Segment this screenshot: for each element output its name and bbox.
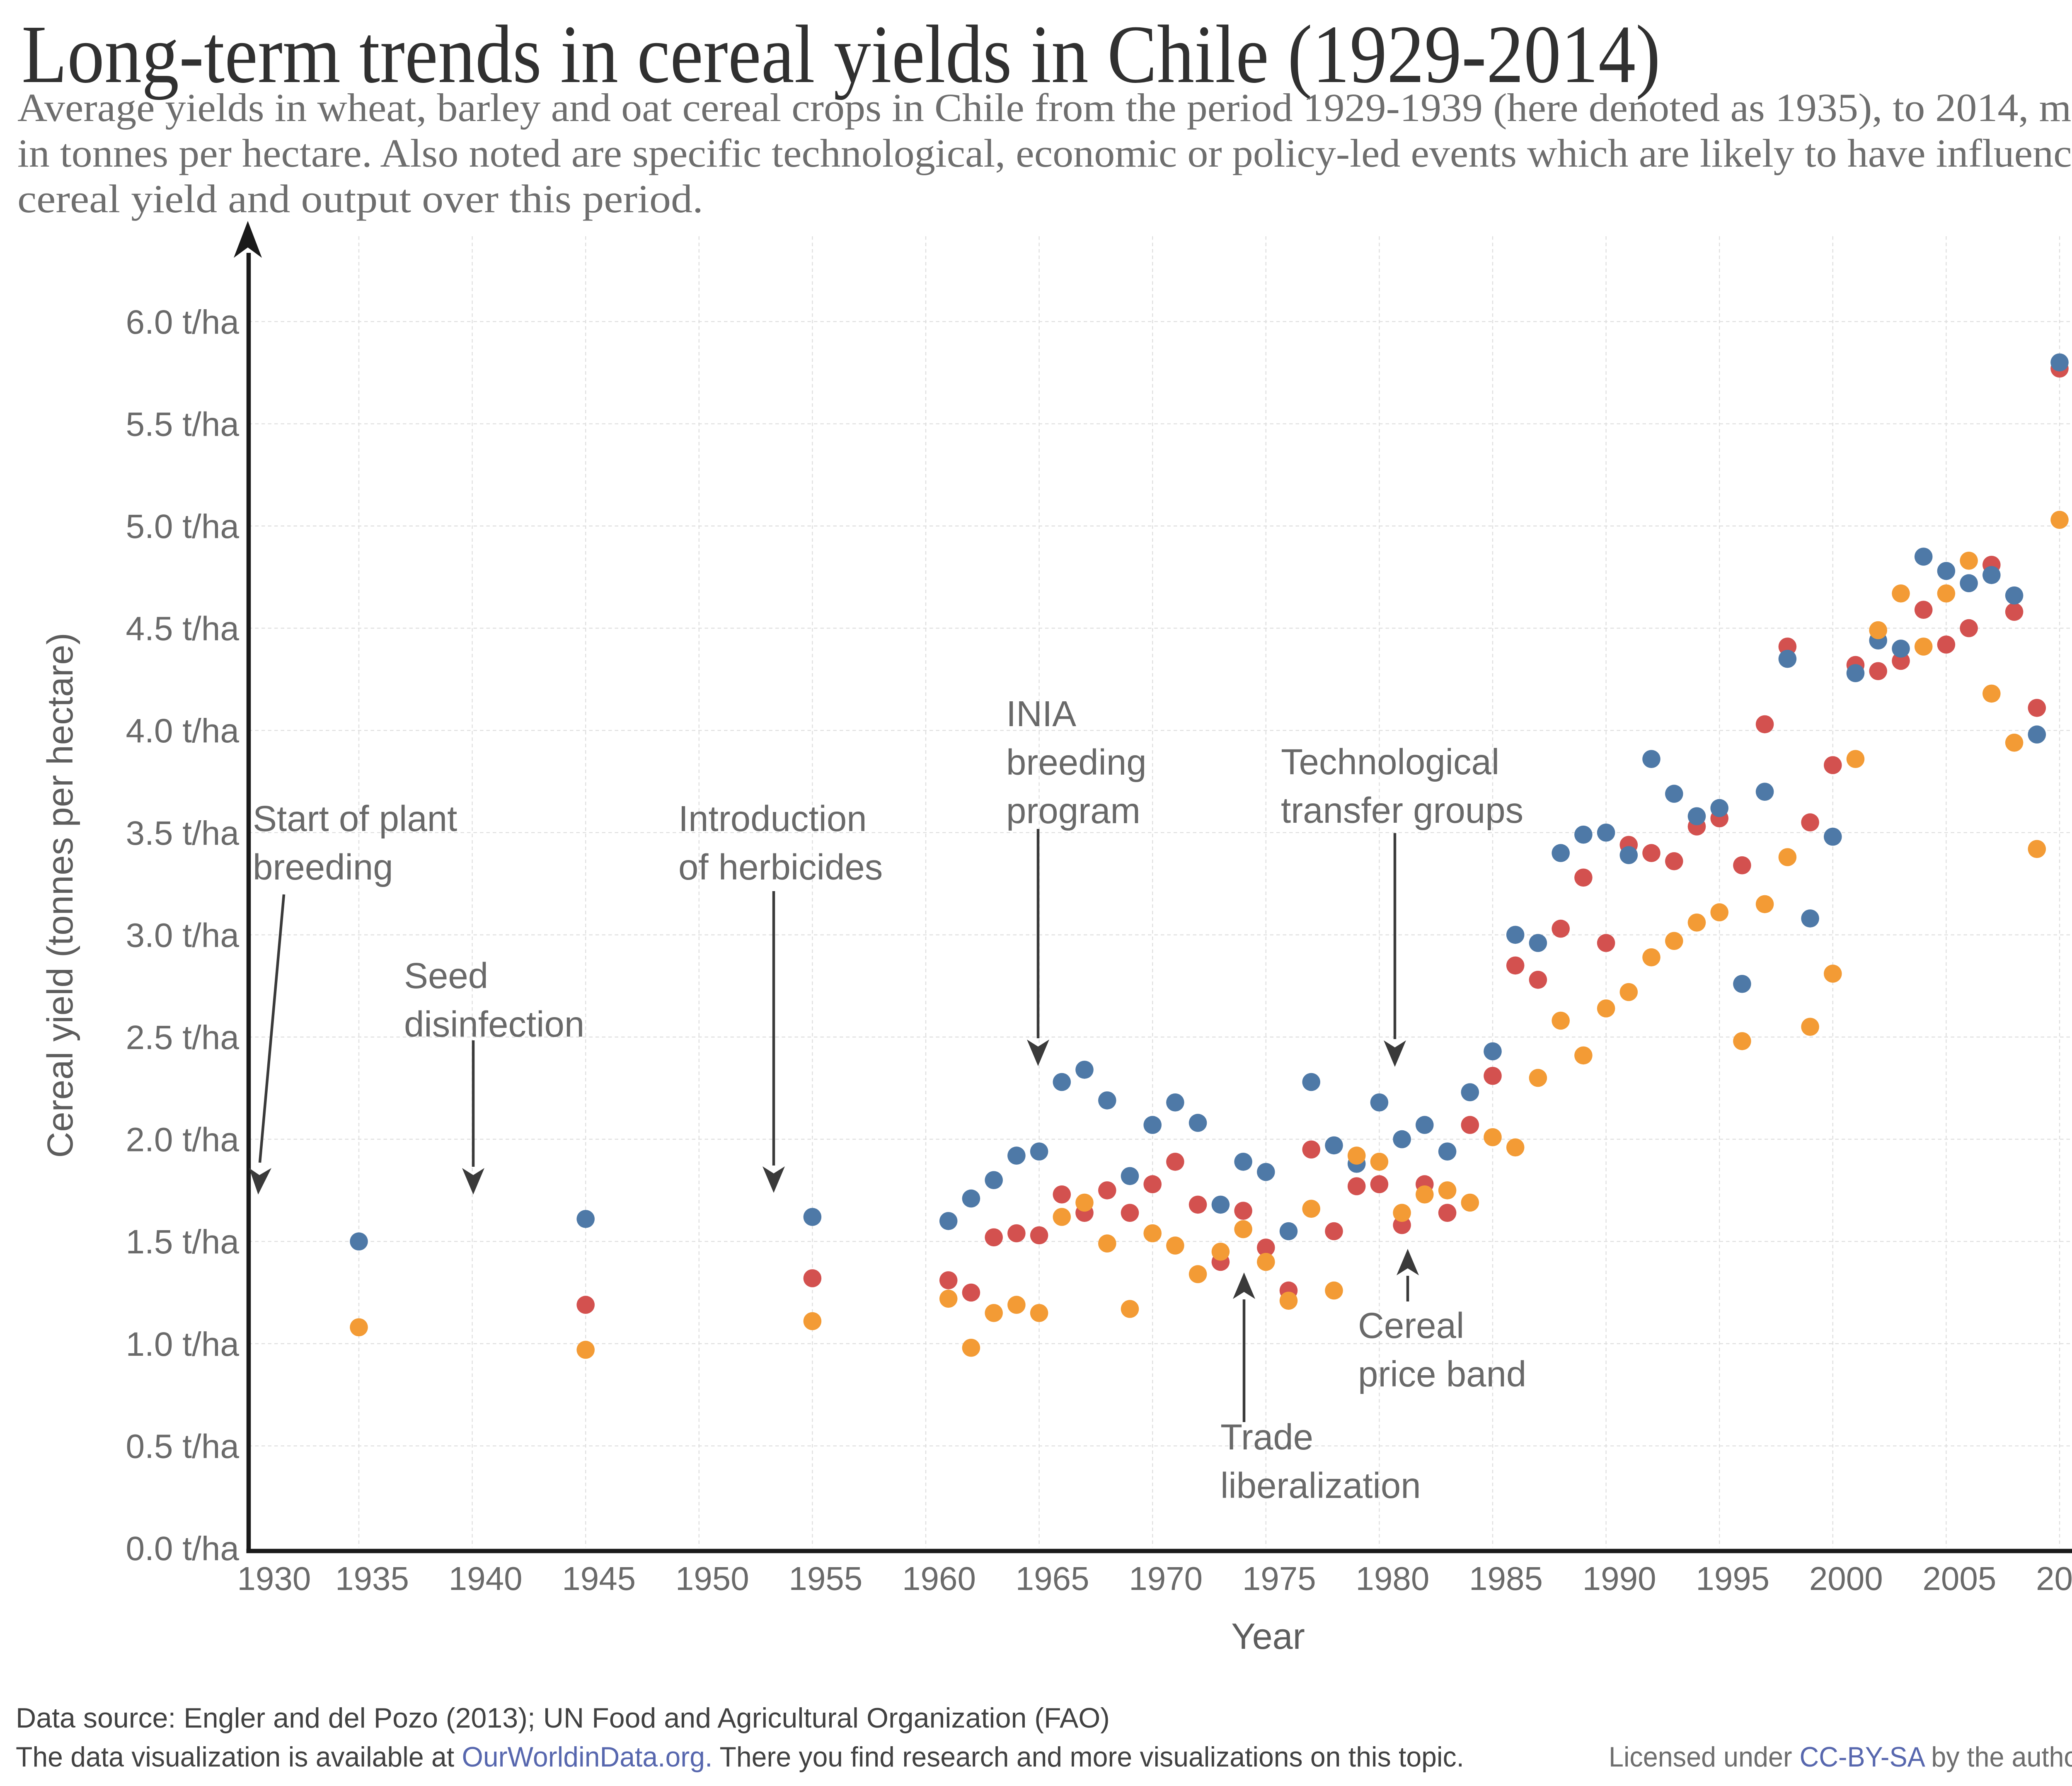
svg-text:1960: 1960 bbox=[902, 1560, 976, 1597]
svg-text:Seed: Seed bbox=[404, 956, 488, 996]
svg-text:5.0 t/ha: 5.0 t/ha bbox=[126, 508, 239, 545]
svg-text:1980: 1980 bbox=[1356, 1560, 1429, 1597]
svg-text:disinfection: disinfection bbox=[404, 1004, 584, 1044]
svg-text:1935: 1935 bbox=[335, 1560, 409, 1597]
svg-text:price band: price band bbox=[1358, 1354, 1526, 1394]
svg-text:transfer groups: transfer groups bbox=[1281, 790, 1523, 831]
svg-text:2.0 t/ha: 2.0 t/ha bbox=[126, 1121, 239, 1159]
svg-text:1940: 1940 bbox=[449, 1560, 523, 1597]
svg-text:Long-term trends in cereal yie: Long-term trends in cereal yields in Chi… bbox=[22, 9, 1661, 100]
svg-text:1985: 1985 bbox=[1469, 1560, 1543, 1597]
svg-text:cereal yield and output over t: cereal yield and output over this period… bbox=[17, 177, 703, 221]
svg-text:Year: Year bbox=[1231, 1616, 1305, 1657]
svg-text:liberalization: liberalization bbox=[1220, 1466, 1421, 1506]
svg-text:2005: 2005 bbox=[1922, 1560, 1996, 1597]
svg-text:breeding: breeding bbox=[1006, 742, 1147, 783]
svg-text:Licensed under CC-BY-SA by the: Licensed under CC-BY-SA by the authors H… bbox=[1609, 1741, 2072, 1773]
svg-text:in tonnes per hectare. Also no: in tonnes per hectare. Also noted are sp… bbox=[17, 131, 2072, 175]
svg-text:0.5 t/ha: 0.5 t/ha bbox=[126, 1427, 239, 1465]
svg-text:Cereal yield (tonnes per hecta: Cereal yield (tonnes per hectare) bbox=[40, 633, 80, 1158]
svg-text:4.5 t/ha: 4.5 t/ha bbox=[126, 610, 239, 648]
svg-text:Cereal: Cereal bbox=[1358, 1306, 1464, 1346]
svg-text:Introduction: Introduction bbox=[678, 799, 867, 839]
svg-text:of herbicides: of herbicides bbox=[678, 847, 883, 887]
svg-text:INIA: INIA bbox=[1006, 694, 1076, 734]
svg-text:2010: 2010 bbox=[2036, 1560, 2072, 1597]
svg-text:1965: 1965 bbox=[1016, 1560, 1089, 1597]
svg-text:Data source: Engler and del Po: Data source: Engler and del Pozo (2013);… bbox=[16, 1702, 1110, 1734]
svg-text:1955: 1955 bbox=[789, 1560, 862, 1597]
svg-text:Trade: Trade bbox=[1220, 1417, 1313, 1457]
svg-text:5.5 t/ha: 5.5 t/ha bbox=[126, 405, 239, 443]
svg-text:1995: 1995 bbox=[1696, 1560, 1769, 1597]
svg-text:1945: 1945 bbox=[562, 1560, 636, 1597]
svg-text:The data visualization is avai: The data visualization is available at O… bbox=[16, 1741, 1464, 1773]
svg-text:program: program bbox=[1006, 791, 1140, 831]
svg-text:4.0 t/ha: 4.0 t/ha bbox=[126, 712, 239, 750]
svg-text:Average yields in wheat, barle: Average yields in wheat, barley and oat … bbox=[17, 85, 2072, 130]
svg-text:Start of plant: Start of plant bbox=[253, 799, 457, 839]
svg-text:3.0 t/ha: 3.0 t/ha bbox=[126, 916, 239, 954]
svg-text:1990: 1990 bbox=[1583, 1560, 1656, 1597]
svg-text:breeding: breeding bbox=[253, 847, 393, 887]
svg-text:1975: 1975 bbox=[1242, 1560, 1316, 1597]
svg-text:1930: 1930 bbox=[237, 1560, 311, 1597]
svg-text:3.5 t/ha: 3.5 t/ha bbox=[126, 814, 239, 852]
svg-text:0.0 t/ha: 0.0 t/ha bbox=[126, 1530, 239, 1568]
svg-text:2000: 2000 bbox=[1809, 1560, 1883, 1597]
svg-text:1950: 1950 bbox=[675, 1560, 749, 1597]
svg-text:1.0 t/ha: 1.0 t/ha bbox=[126, 1326, 239, 1363]
svg-text:6.0 t/ha: 6.0 t/ha bbox=[126, 303, 239, 341]
svg-text:Technological: Technological bbox=[1281, 742, 1499, 782]
svg-text:1970: 1970 bbox=[1129, 1560, 1203, 1597]
svg-text:2.5 t/ha: 2.5 t/ha bbox=[126, 1019, 239, 1057]
svg-text:1.5 t/ha: 1.5 t/ha bbox=[126, 1223, 239, 1261]
